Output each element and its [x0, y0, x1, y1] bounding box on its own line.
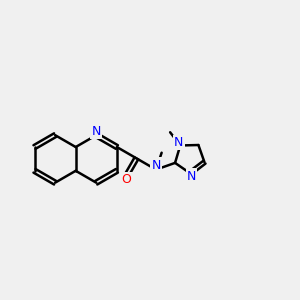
Text: N: N: [187, 170, 196, 183]
Text: N: N: [151, 159, 161, 172]
Text: N: N: [92, 125, 101, 138]
Text: N: N: [174, 136, 183, 149]
Text: O: O: [122, 173, 131, 186]
